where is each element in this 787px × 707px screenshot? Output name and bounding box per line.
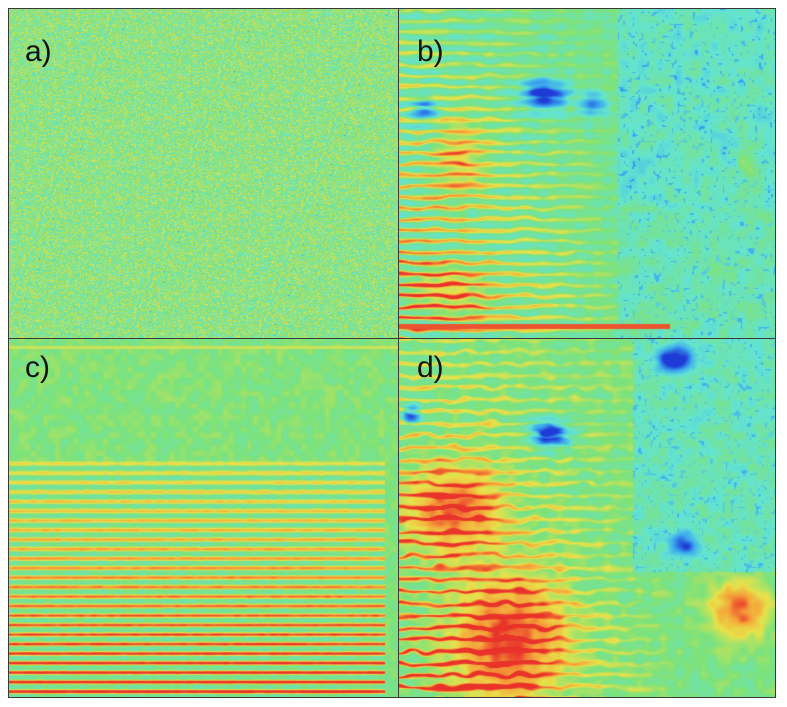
- panel-c-heatmap: [9, 339, 398, 697]
- panel-c: c): [8, 338, 399, 698]
- panel-d-heatmap: [399, 339, 775, 697]
- panel-a-heatmap: [9, 9, 398, 338]
- panel-d: d): [398, 338, 776, 698]
- panel-a-label: a): [25, 35, 52, 68]
- panel-a: a): [8, 8, 399, 339]
- panel-d-label: d): [417, 351, 444, 384]
- panel-c-label: c): [25, 351, 50, 384]
- panel-b-label: b): [417, 35, 444, 68]
- panel-b: b): [398, 8, 776, 339]
- panel-b-heatmap: [399, 9, 775, 338]
